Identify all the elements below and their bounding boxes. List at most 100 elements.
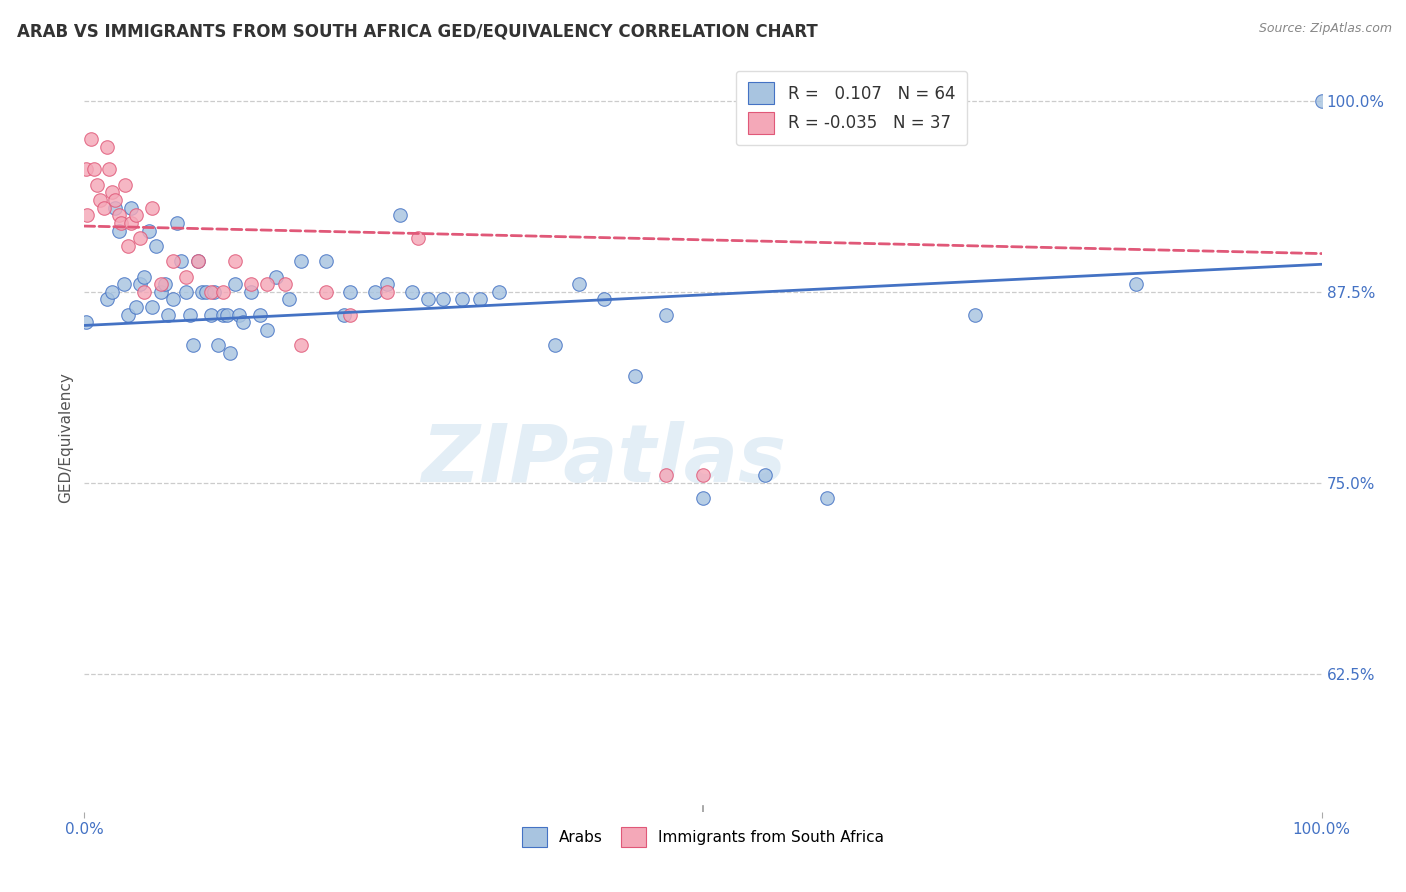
- Point: [108, 224, 131, 238]
- Point: [100, 186, 122, 200]
- Point: [170, 254, 193, 268]
- Point: [401, 285, 423, 299]
- Point: [162, 254, 184, 268]
- Point: [256, 277, 278, 292]
- Point: [815, 491, 838, 506]
- Point: [153, 277, 176, 292]
- Point: [132, 269, 155, 284]
- Point: [79, 132, 101, 146]
- Point: [290, 338, 312, 352]
- Point: [125, 300, 148, 314]
- Point: [339, 308, 361, 322]
- Point: [232, 315, 254, 329]
- Point: [364, 285, 387, 299]
- Point: [174, 269, 197, 284]
- Point: [965, 308, 987, 322]
- Point: [277, 293, 299, 307]
- Point: [207, 338, 229, 352]
- Point: [543, 338, 565, 352]
- Point: [655, 468, 678, 483]
- Point: [150, 277, 173, 292]
- Point: [212, 285, 235, 299]
- Point: [315, 285, 337, 299]
- Point: [655, 308, 678, 322]
- Point: [200, 308, 222, 322]
- Point: [117, 239, 139, 253]
- Point: [754, 468, 776, 483]
- Point: [145, 239, 167, 253]
- Point: [150, 285, 173, 299]
- Point: [339, 285, 361, 299]
- Point: [76, 208, 98, 222]
- Point: [100, 285, 122, 299]
- Point: [117, 308, 139, 322]
- Point: [125, 208, 148, 222]
- Point: [138, 224, 160, 238]
- Point: [240, 277, 263, 292]
- Point: [418, 293, 440, 307]
- Point: [692, 468, 714, 483]
- Point: [333, 308, 356, 322]
- Point: [377, 285, 399, 299]
- Point: [187, 254, 209, 268]
- Point: [388, 208, 411, 222]
- Point: [120, 201, 142, 215]
- Point: [114, 178, 136, 192]
- Point: [179, 308, 201, 322]
- Point: [408, 231, 430, 245]
- Point: [93, 201, 115, 215]
- Point: [96, 293, 118, 307]
- Point: [181, 338, 204, 352]
- Y-axis label: GED/Equivalency: GED/Equivalency: [58, 372, 73, 502]
- Point: [377, 277, 399, 292]
- Point: [274, 277, 297, 292]
- Point: [224, 254, 246, 268]
- Point: [194, 285, 217, 299]
- Point: [249, 308, 271, 322]
- Point: [120, 216, 142, 230]
- Point: [1125, 277, 1147, 292]
- Point: [224, 277, 246, 292]
- Point: [162, 293, 184, 307]
- Point: [488, 285, 510, 299]
- Point: [104, 201, 127, 215]
- Point: [240, 285, 263, 299]
- Legend: Arabs, Immigrants from South Africa: Arabs, Immigrants from South Africa: [516, 821, 890, 853]
- Point: [256, 323, 278, 337]
- Point: [228, 308, 250, 322]
- Point: [202, 285, 225, 299]
- Point: [264, 269, 287, 284]
- Point: [141, 201, 163, 215]
- Point: [200, 285, 222, 299]
- Point: [96, 139, 118, 153]
- Point: [104, 193, 127, 207]
- Point: [1310, 94, 1333, 108]
- Point: [86, 178, 108, 192]
- Point: [129, 277, 152, 292]
- Text: Source: ZipAtlas.com: Source: ZipAtlas.com: [1258, 22, 1392, 36]
- Point: [132, 285, 155, 299]
- Point: [450, 293, 472, 307]
- Point: [191, 285, 214, 299]
- Point: [315, 254, 337, 268]
- Point: [174, 285, 197, 299]
- Point: [290, 254, 312, 268]
- Point: [129, 231, 152, 245]
- Point: [98, 162, 121, 177]
- Point: [215, 308, 238, 322]
- Point: [593, 293, 616, 307]
- Text: ARAB VS IMMIGRANTS FROM SOUTH AFRICA GED/EQUIVALENCY CORRELATION CHART: ARAB VS IMMIGRANTS FROM SOUTH AFRICA GED…: [17, 22, 818, 40]
- Point: [187, 254, 209, 268]
- Point: [110, 216, 132, 230]
- Point: [112, 277, 135, 292]
- Point: [166, 216, 188, 230]
- Point: [212, 308, 235, 322]
- Point: [83, 162, 105, 177]
- Point: [157, 308, 180, 322]
- Point: [624, 368, 647, 383]
- Point: [568, 277, 591, 292]
- Point: [692, 491, 714, 506]
- Text: ZIPatlas: ZIPatlas: [422, 420, 786, 499]
- Point: [75, 315, 97, 329]
- Point: [89, 193, 111, 207]
